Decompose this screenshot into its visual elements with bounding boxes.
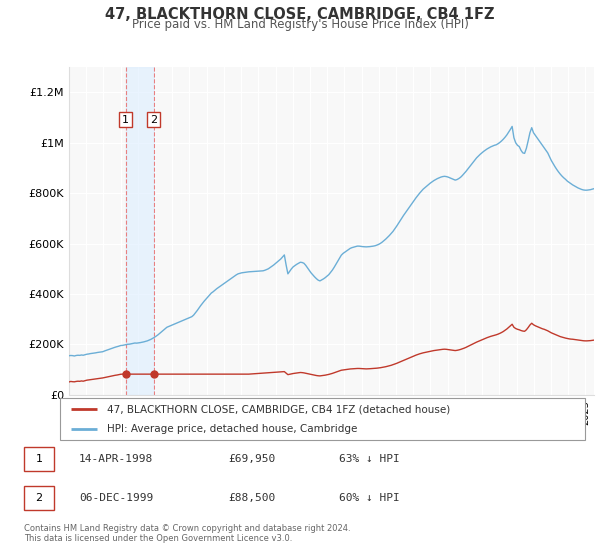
Text: Price paid vs. HM Land Registry's House Price Index (HPI): Price paid vs. HM Land Registry's House … (131, 18, 469, 31)
FancyBboxPatch shape (24, 447, 55, 471)
Text: £69,950: £69,950 (228, 454, 275, 464)
Text: 1: 1 (35, 454, 43, 464)
Text: 60% ↓ HPI: 60% ↓ HPI (338, 493, 400, 503)
Text: 47, BLACKTHORN CLOSE, CAMBRIDGE, CB4 1FZ: 47, BLACKTHORN CLOSE, CAMBRIDGE, CB4 1FZ (105, 7, 495, 22)
Text: Contains HM Land Registry data © Crown copyright and database right 2024.
This d: Contains HM Land Registry data © Crown c… (24, 524, 350, 543)
Text: 14-APR-1998: 14-APR-1998 (79, 454, 154, 464)
Text: 06-DEC-1999: 06-DEC-1999 (79, 493, 154, 503)
Text: £88,500: £88,500 (228, 493, 275, 503)
Text: 63% ↓ HPI: 63% ↓ HPI (338, 454, 400, 464)
Bar (125, 67, 154, 395)
FancyBboxPatch shape (24, 486, 55, 511)
Text: 2: 2 (35, 493, 43, 503)
Text: 1: 1 (122, 115, 129, 125)
Text: HPI: Average price, detached house, Cambridge: HPI: Average price, detached house, Camb… (107, 424, 358, 434)
Text: 47, BLACKTHORN CLOSE, CAMBRIDGE, CB4 1FZ (detached house): 47, BLACKTHORN CLOSE, CAMBRIDGE, CB4 1FZ… (107, 404, 451, 414)
Text: 2: 2 (150, 115, 157, 125)
